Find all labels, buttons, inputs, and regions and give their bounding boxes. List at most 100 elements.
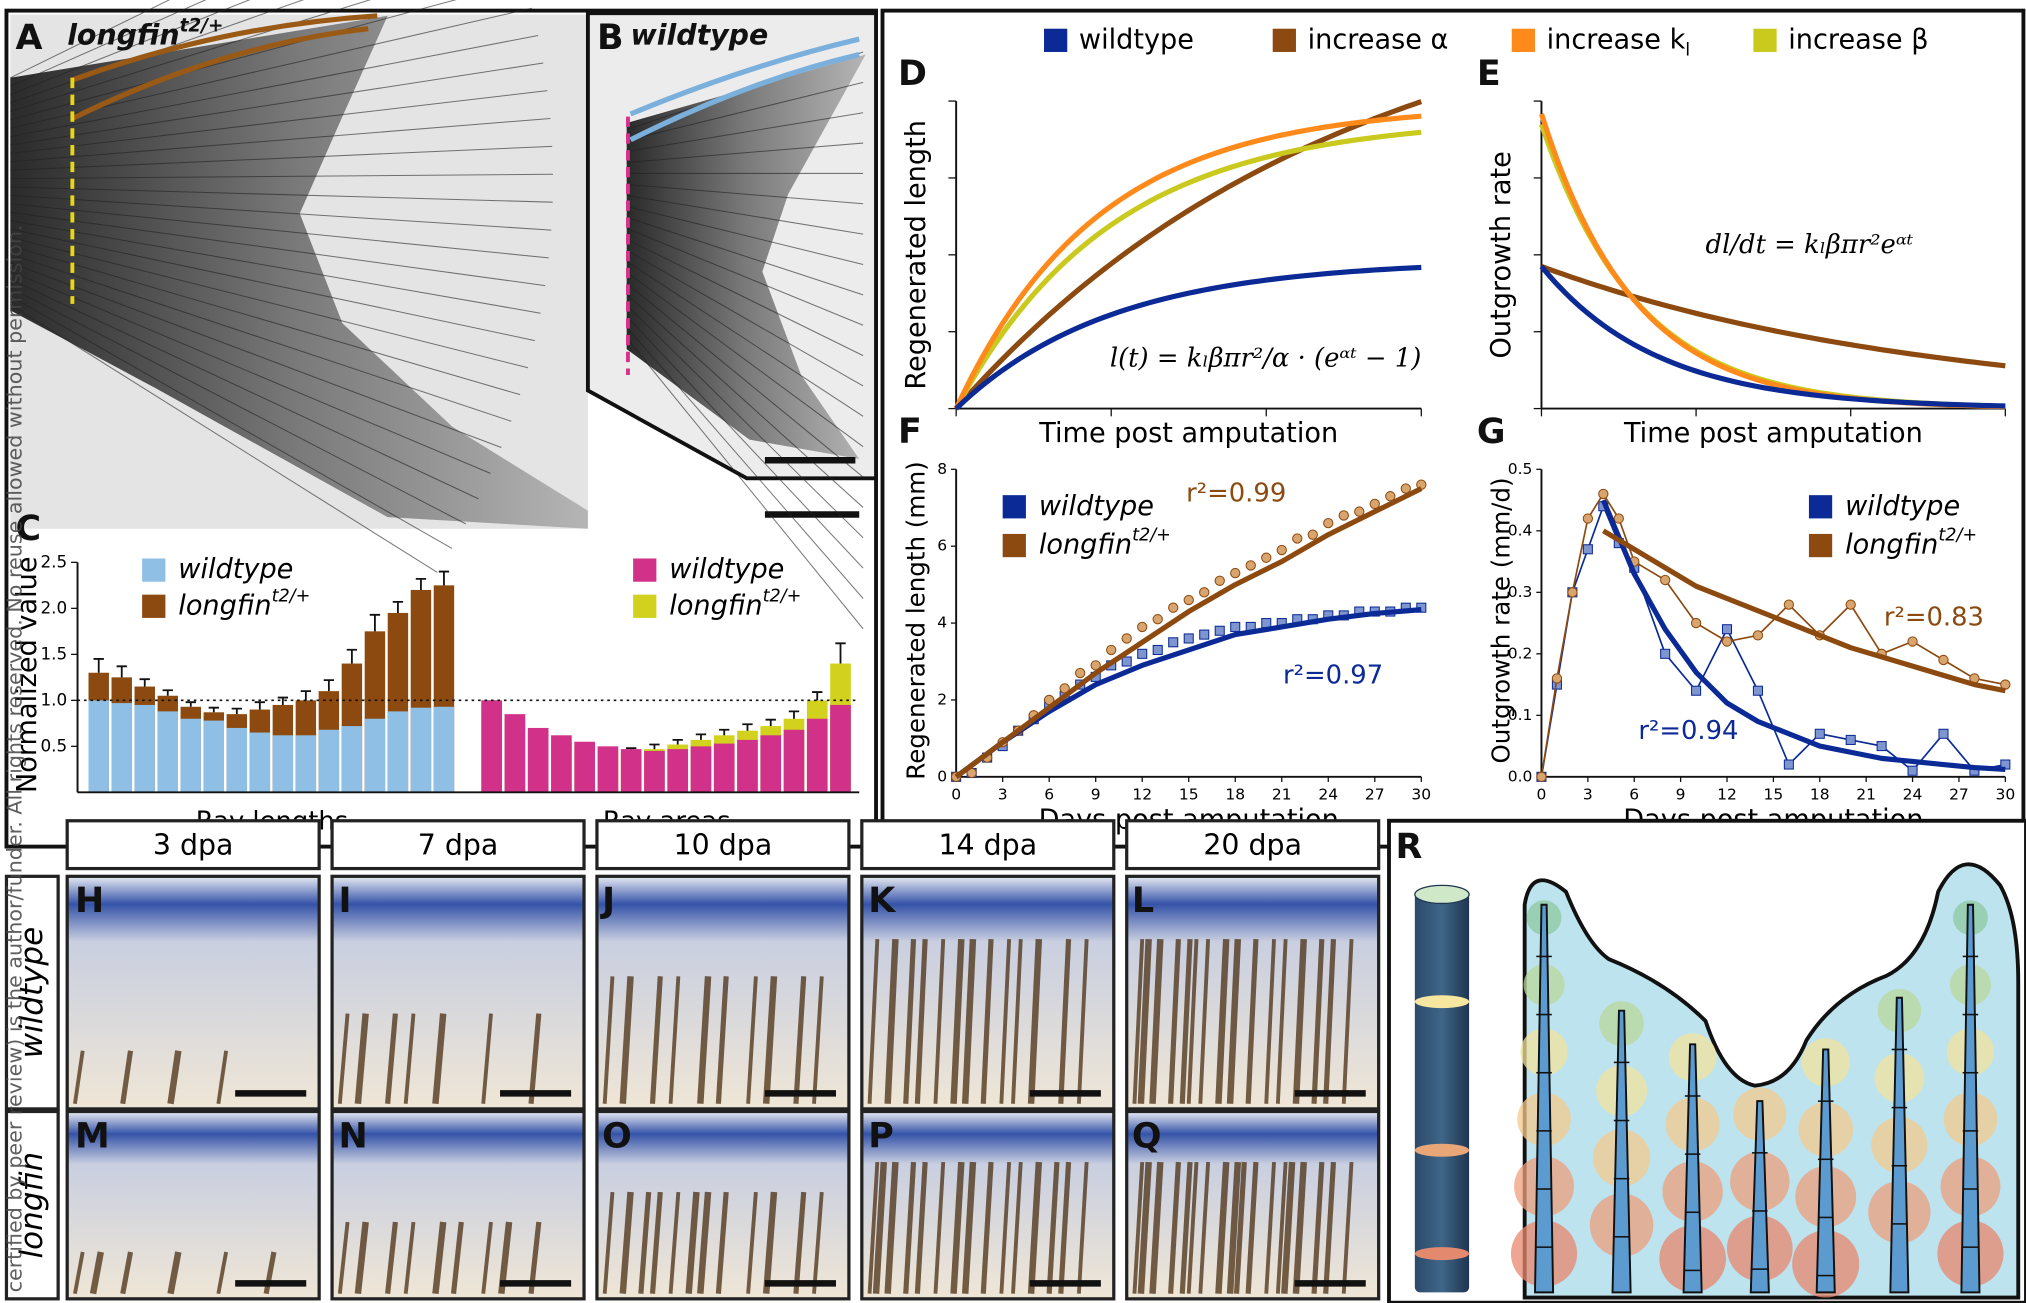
legend-label-sub: l [1685, 40, 1690, 60]
error-bar [812, 692, 822, 700]
data-point [1846, 600, 1855, 609]
y-tick-label: 0 [937, 767, 947, 785]
panel-letter: O [602, 1116, 632, 1156]
data-point [1339, 511, 1348, 520]
y-tick-label: 0.5 [40, 735, 67, 755]
panel-letter: B [597, 18, 624, 58]
data-point [1552, 674, 1561, 683]
legend-label-main: increase k [1547, 24, 1686, 55]
error-bar [370, 615, 380, 632]
legend-label: longfint2/+ [1039, 526, 1171, 561]
y-tick-label: 0.0 [1508, 767, 1533, 785]
data-point [1691, 618, 1700, 627]
legend-label-main: longfin [178, 590, 271, 621]
panel-letter: D [898, 54, 927, 94]
legend-swatch [633, 558, 656, 581]
bar [667, 749, 688, 792]
legend-label: wildtype [1845, 490, 1960, 521]
x-tick-label: 9 [1676, 785, 1686, 803]
data-point [1753, 631, 1762, 640]
genotype-label-sup: t2/+ [180, 15, 224, 36]
legend-swatch [142, 595, 165, 618]
y-tick-label: 4 [937, 614, 947, 632]
data-point [1939, 655, 1948, 664]
data-point [1277, 545, 1286, 554]
annotation: r²=0.99 [1186, 478, 1286, 508]
x-tick-label: 18 [1810, 785, 1830, 803]
model-curve [1541, 114, 2005, 407]
legend-label: increase kl [1547, 24, 1691, 61]
panel-letter: P [868, 1116, 894, 1156]
bar [737, 740, 758, 792]
bar [342, 726, 362, 792]
bar [807, 719, 828, 793]
x-tick-label: 24 [1903, 785, 1923, 803]
legend-label: longfint2/+ [178, 586, 310, 621]
bar [784, 730, 805, 793]
y-axis-title: Outgrowth rate (mm/d) [1487, 477, 1516, 763]
legend-swatch [633, 595, 656, 618]
panel-letter: F [898, 412, 922, 452]
data-point [1846, 735, 1855, 744]
error-bar [324, 680, 334, 691]
time-label: 3 dpa [153, 829, 234, 862]
error-bar [140, 679, 150, 686]
bar [89, 700, 109, 792]
bar [319, 730, 339, 793]
y-tick-label: 2.5 [40, 551, 67, 571]
data-point [1153, 615, 1162, 624]
legend-label-main: wildtype [1845, 490, 1960, 521]
legend-label-sup: t2/+ [272, 586, 311, 606]
legend-label-main: increase α [1308, 24, 1449, 55]
y-axis-title: Regenerated length (mm) [901, 461, 930, 779]
error-bar [347, 650, 357, 664]
data-point [1583, 514, 1592, 523]
legend-swatch [1512, 29, 1535, 52]
bar [112, 703, 132, 792]
bar [158, 711, 178, 792]
cylinder-joint [1415, 1144, 1469, 1157]
y-tick-label: 6 [937, 537, 947, 555]
panel-letter: J [600, 881, 615, 921]
legend-label-main: wildtype [1079, 24, 1194, 55]
bar [505, 714, 526, 792]
panel-letter: M [75, 1116, 110, 1156]
data-point [1107, 645, 1116, 654]
error-bar [789, 711, 799, 718]
x-tick-label: 27 [1365, 785, 1385, 803]
legend-label-sup: t2/+ [763, 586, 802, 606]
data-point [1246, 561, 1255, 570]
bar [365, 719, 385, 793]
fit-curve [956, 489, 1421, 777]
bar [135, 705, 155, 792]
legend-label-main: wildtype [1039, 490, 1154, 521]
bar [250, 733, 270, 793]
legend-label: longfint2/+ [1845, 526, 1977, 561]
data-point [1169, 638, 1178, 647]
figure: longfint2/+wildtype0.51.01.52.02.5Normal… [0, 0, 2026, 1303]
error-bar [94, 659, 104, 673]
error-bar [835, 643, 845, 663]
legend-label-main: increase β [1788, 24, 1928, 55]
data-point [1231, 568, 1240, 577]
legend-swatch [1044, 29, 1067, 52]
bar [528, 728, 549, 792]
data-point [1184, 634, 1193, 643]
error-bar [278, 698, 288, 705]
time-label: 14 dpa [938, 829, 1037, 862]
model-curve [1541, 266, 2005, 365]
cylinder-joint [1415, 1247, 1469, 1260]
legend-label-main: wildtype [178, 554, 293, 585]
photo [67, 876, 319, 1109]
legend-swatch [1809, 534, 1832, 557]
error-bar [186, 702, 196, 707]
data-point [1122, 634, 1131, 643]
bar [204, 721, 224, 793]
data-point [1908, 766, 1917, 775]
time-label: 7 dpa [418, 829, 499, 862]
data-point [1661, 649, 1670, 658]
panel-letter: R [1395, 827, 1422, 867]
legend-label-sup: t2/+ [1938, 526, 1977, 546]
data-point [1537, 772, 1546, 781]
bar [273, 735, 293, 792]
